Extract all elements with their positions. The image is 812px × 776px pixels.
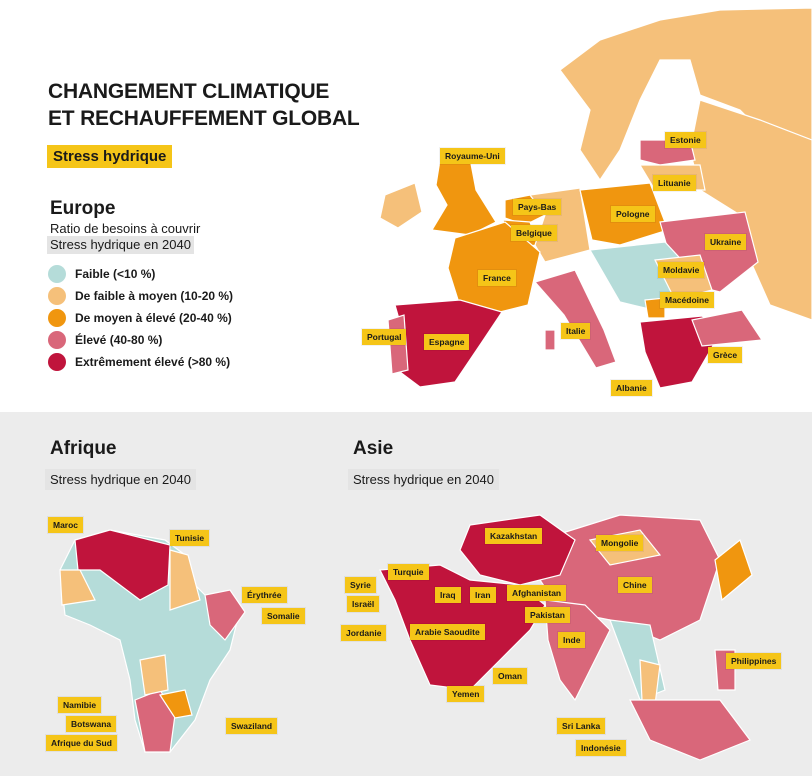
legend-item: De moyen à élevé (20-40 %) [48,307,233,329]
country-label: Oman [493,668,528,684]
europe-map [379,7,812,389]
country-label: Estonie [665,132,706,148]
country-label: Afrique du Sud [46,735,117,751]
country-label: Tunisie [170,530,210,546]
country-label: Espagne [424,334,470,350]
country-label: Swaziland [226,718,278,734]
country-label: Botswana [66,716,117,732]
country-label: Somalie [262,608,305,624]
country-label: Pakistan [525,607,570,623]
legend-label: De moyen à élevé (20-40 %) [75,311,232,325]
europe-subtitle: Ratio de besoins à couvrir [50,221,201,236]
country-label: Érythrée [242,587,287,603]
country-label: Turquie [388,564,429,580]
legend-swatch [48,265,66,283]
legend-swatch [48,331,66,349]
asia-subtitle: Stress hydrique en 2040 [348,469,499,490]
country-label: Italie [561,323,591,339]
country-label: Royaume-Uni [440,148,505,164]
country-label: Mongolie [596,535,644,551]
country-label: Chine [618,577,652,593]
country-label: Pays-Bas [513,199,562,215]
country-label: Sri Lanka [557,718,606,734]
legend-item: De faible à moyen (10-20 %) [48,285,233,307]
country-label: Ukraine [705,234,747,250]
africa-title: Afrique [50,438,117,459]
legend-label: Faible (<10 %) [75,267,156,281]
africa-subtitle: Stress hydrique en 2040 [45,469,196,490]
country-label: Iraq [435,587,461,603]
legend-item: Faible (<10 %) [48,263,233,285]
title: CHANGEMENT CLIMATIQUE ET RECHAUFFEMENT G… [48,78,360,132]
country-label: Yemen [447,686,485,702]
legend-item: Extrêmement élevé (>80 %) [48,351,233,373]
country-label: Belgique [511,225,557,241]
title-line: CHANGEMENT CLIMATIQUE [48,80,330,103]
title-line: ET RECHAUFFEMENT GLOBAL [48,107,360,130]
country-label: Israël [347,596,380,612]
legend-swatch [48,353,66,371]
country-label: Albanie [611,380,652,396]
legend-swatch [48,309,66,327]
country-label: Inde [558,632,586,648]
country-label: Portugal [362,329,407,345]
country-label: Iran [470,587,496,603]
europe-title: Europe [50,198,116,219]
country-label: Moldavie [658,262,705,278]
country-label: Pologne [611,206,655,222]
country-label: Philippines [726,653,782,669]
legend-swatch [48,287,66,305]
legend-item: Élevé (40-80 %) [48,329,233,351]
europe-subtitle: Stress hydrique en 2040 [47,236,194,254]
country-label: Syrie [345,577,376,593]
country-label: Afghanistan [507,585,567,601]
country-label: Macédoine [660,292,714,308]
legend-label: De faible à moyen (10-20 %) [75,289,234,303]
legend-label: Élevé (40-80 %) [75,333,163,347]
legend: Faible (<10 %) De faible à moyen (10-20 %… [48,263,233,373]
country-label: Lituanie [653,175,696,191]
africa-map [59,529,246,753]
country-label: Namibie [58,697,102,713]
country-label: Jordanie [341,625,387,641]
country-label: Kazakhstan [485,528,543,544]
asia-title: Asie [353,438,394,459]
country-label: Indonésie [576,740,626,756]
country-label: France [478,270,516,286]
topic-tag: Stress hydrique [47,145,173,168]
country-label: Maroc [48,517,84,533]
legend-label: Extrêmement élevé (>80 %) [75,355,231,369]
country-label: Arabie Saoudite [410,624,485,640]
country-label: Grèce [708,347,743,363]
